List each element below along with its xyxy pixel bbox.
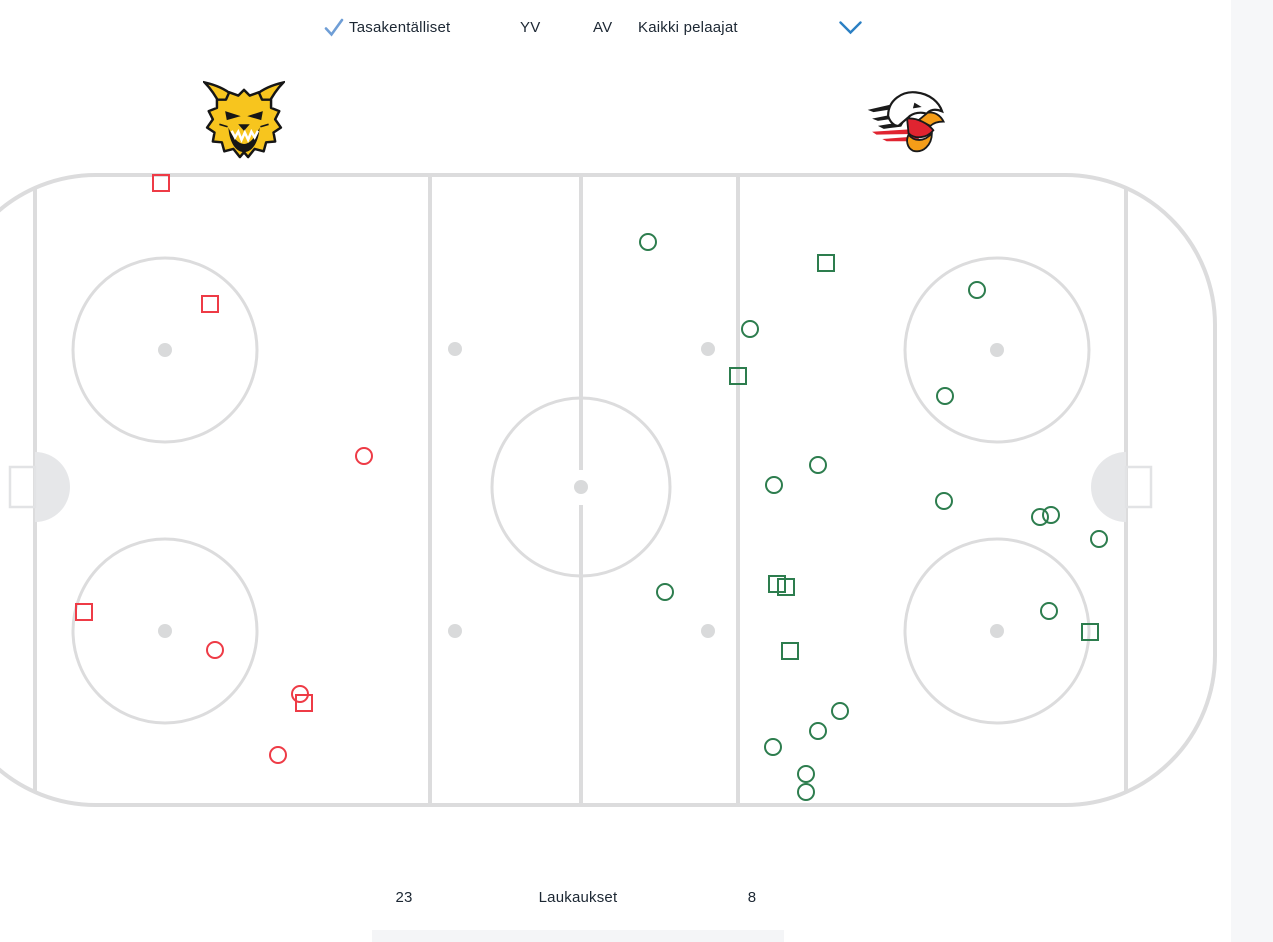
shot-marker-home-circle[interactable] (639, 233, 657, 251)
shot-marker-home-square[interactable] (777, 578, 795, 596)
goal-crease-left (35, 452, 70, 522)
shot-marker-away-square[interactable] (152, 174, 170, 192)
shot-marker-away-circle[interactable] (355, 447, 373, 465)
faceoff-circle (71, 537, 259, 725)
faceoff-dots (158, 342, 1004, 638)
shot-marker-home-circle[interactable] (1090, 530, 1108, 548)
shots-label: Laukaukset (538, 889, 618, 906)
shot-marker-home-circle[interactable] (809, 456, 827, 474)
shot-marker-home-circle[interactable] (765, 476, 783, 494)
shorthanded-filter[interactable]: AV (593, 19, 613, 36)
player-select-dropdown[interactable] (839, 21, 862, 40)
shot-marker-home-circle[interactable] (968, 281, 986, 299)
shot-marker-home-circle[interactable] (935, 492, 953, 510)
goal-left (8, 465, 37, 509)
faceoff-circle (903, 537, 1091, 725)
even-strength-checkbox[interactable] (324, 18, 344, 42)
shot-marker-home-circle[interactable] (656, 583, 674, 601)
goal-right (1124, 465, 1153, 509)
home-shots-value: 23 (395, 889, 413, 906)
faceoff-circle (71, 256, 259, 444)
ilves-lynx-logo (200, 80, 288, 159)
shot-marker-home-circle[interactable] (809, 722, 827, 740)
shot-marker-home-circle[interactable] (797, 765, 815, 783)
shot-marker-away-circle[interactable] (206, 641, 224, 659)
check-icon (324, 18, 344, 37)
even-strength-label[interactable]: Tasakentälliset (349, 19, 451, 36)
shot-marker-home-square[interactable] (1081, 623, 1099, 641)
stat-bar-partial (372, 930, 784, 942)
period-filter-bar: 1. erä 2. erä 3. erä Jatkoaika Voittomaa… (0, 832, 1273, 866)
shot-marker-home-circle[interactable] (1040, 602, 1058, 620)
shot-marker-home-square[interactable] (817, 254, 835, 272)
away-shots-value: 8 (747, 889, 757, 906)
shot-filter-bar: Tasakentälliset YV AV Kaikki pelaajat (0, 0, 1273, 56)
shot-marker-away-square[interactable] (75, 603, 93, 621)
shot-marker-away-square[interactable] (201, 295, 219, 313)
shot-marker-away-circle[interactable] (269, 746, 287, 764)
shot-marker-home-circle[interactable] (764, 738, 782, 756)
shot-marker-away-square[interactable] (295, 694, 313, 712)
powerplay-filter[interactable]: YV (520, 19, 541, 36)
rink-boards (0, 173, 1217, 807)
player-select-value[interactable]: Kaikki pelaajat (638, 19, 738, 36)
shot-markers (75, 174, 1108, 801)
goal-crease-right (1091, 452, 1126, 522)
sport-eagle-logo (867, 91, 946, 153)
chevron-down-icon (839, 21, 862, 35)
shot-marker-home-square[interactable] (781, 642, 799, 660)
shot-marker-home-square[interactable] (729, 367, 747, 385)
center-circle (490, 396, 672, 578)
faceoff-circle (903, 256, 1091, 444)
shot-marker-home-circle[interactable] (1031, 508, 1049, 526)
shot-marker-home-circle[interactable] (936, 387, 954, 405)
away-team-logo (866, 88, 954, 158)
home-team-logo (200, 76, 288, 166)
shot-marker-home-circle[interactable] (831, 702, 849, 720)
shot-marker-home-circle[interactable] (741, 320, 759, 338)
right-edge-panel (1231, 0, 1273, 942)
shot-marker-home-circle[interactable] (797, 783, 815, 801)
shot-marker-home-circle[interactable] (1042, 506, 1060, 524)
shots-stat-row: 23 Laukaukset 8 (0, 884, 1273, 908)
